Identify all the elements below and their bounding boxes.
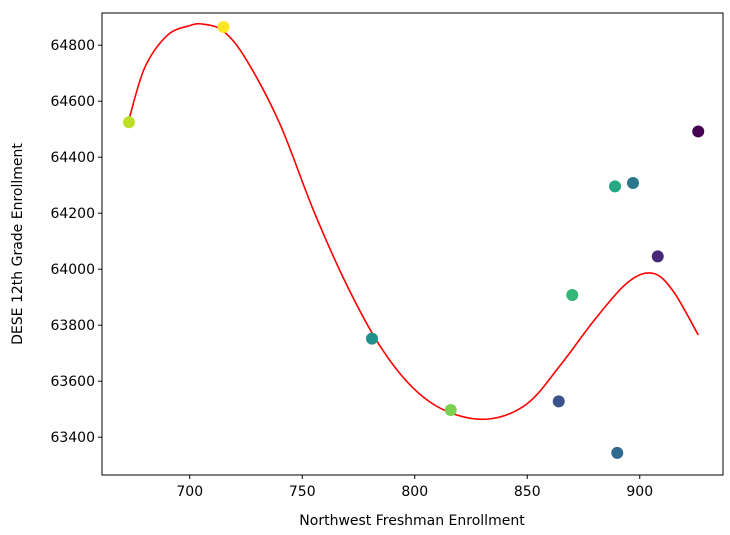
data-point: [611, 446, 624, 459]
data-point: [609, 180, 621, 193]
y-tick-label: 63400: [50, 430, 95, 446]
data-point: [566, 288, 579, 301]
data-point: [123, 116, 135, 129]
y-tick-label: 63800: [50, 318, 95, 334]
x-tick-label: 850: [514, 484, 541, 500]
axis-ticks: 700 750 800 850 900 63400 63600 63800 64000 64200…: [50, 38, 653, 500]
x-tick-label: 800: [401, 484, 428, 500]
data-points: [123, 21, 705, 459]
y-tick-label: 64200: [50, 206, 95, 222]
x-tick-label: 900: [626, 484, 653, 500]
x-axis-label: Northwest Freshman Enrollment: [299, 513, 525, 529]
data-point: [444, 404, 457, 417]
data-point: [651, 250, 664, 263]
x-tick-label: 750: [289, 484, 316, 500]
data-point: [627, 176, 639, 189]
y-axis-label: DESE 12th Grade Enrollment: [10, 143, 26, 345]
data-point: [552, 395, 565, 408]
data-point: [366, 332, 378, 345]
data-point: [217, 21, 230, 33]
y-tick-label: 63600: [50, 374, 95, 390]
x-tick-label: 700: [176, 484, 203, 500]
y-tick-label: 64600: [50, 94, 95, 110]
data-point: [692, 125, 705, 138]
y-tick-label: 64400: [50, 150, 95, 166]
plot-area: [101, 12, 724, 476]
y-tick-label: 64000: [50, 262, 95, 278]
y-tick-label: 64800: [50, 38, 95, 54]
